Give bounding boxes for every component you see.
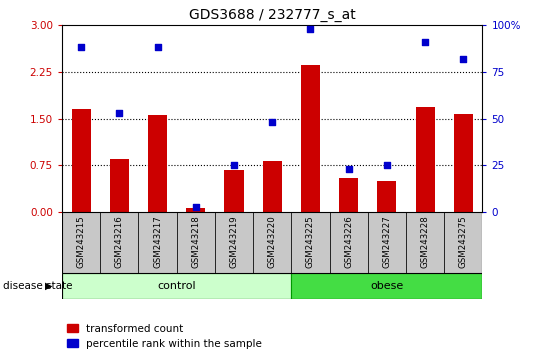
Bar	[444, 212, 482, 273]
Bar	[339, 178, 358, 212]
Text: GSM243226: GSM243226	[344, 215, 353, 268]
Point	[306, 26, 315, 32]
Bar	[301, 65, 320, 212]
Text: GSM243219: GSM243219	[230, 215, 238, 268]
Text: GSM243218: GSM243218	[191, 215, 201, 268]
Bar	[110, 159, 129, 212]
Text: GSM243225: GSM243225	[306, 215, 315, 268]
Point	[459, 56, 468, 61]
Point	[421, 39, 430, 45]
Point	[115, 110, 123, 116]
Point	[77, 45, 85, 50]
Point	[268, 120, 277, 125]
Bar	[416, 107, 434, 212]
Point	[153, 45, 162, 50]
Bar	[329, 212, 368, 273]
Bar	[148, 115, 167, 212]
Bar	[368, 212, 406, 273]
Bar	[291, 273, 482, 299]
Text: GSM243227: GSM243227	[382, 215, 391, 268]
Bar	[262, 161, 282, 212]
Legend: transformed count, percentile rank within the sample: transformed count, percentile rank withi…	[67, 324, 262, 349]
Title: GDS3688 / 232777_s_at: GDS3688 / 232777_s_at	[189, 8, 356, 22]
Text: disease state: disease state	[3, 281, 72, 291]
Point	[344, 166, 353, 172]
Text: obese: obese	[370, 281, 404, 291]
Text: GSM243228: GSM243228	[420, 215, 430, 268]
Bar	[100, 212, 139, 273]
Text: GSM243216: GSM243216	[115, 215, 124, 268]
Bar	[406, 212, 444, 273]
Bar	[72, 109, 91, 212]
Bar	[186, 208, 205, 212]
Text: GSM243220: GSM243220	[268, 215, 277, 268]
Text: ▶: ▶	[45, 281, 53, 291]
Point	[383, 162, 391, 168]
Bar	[454, 114, 473, 212]
Text: GSM243215: GSM243215	[77, 215, 86, 268]
Bar	[253, 212, 291, 273]
Point	[230, 162, 238, 168]
Text: GSM243217: GSM243217	[153, 215, 162, 268]
Bar	[215, 212, 253, 273]
Bar	[139, 212, 177, 273]
Text: GSM243275: GSM243275	[459, 215, 468, 268]
Bar	[377, 181, 396, 212]
Point	[191, 204, 200, 210]
Bar	[62, 273, 291, 299]
Bar	[291, 212, 329, 273]
Bar	[177, 212, 215, 273]
Text: control: control	[157, 281, 196, 291]
Bar	[62, 212, 100, 273]
Bar	[224, 170, 244, 212]
